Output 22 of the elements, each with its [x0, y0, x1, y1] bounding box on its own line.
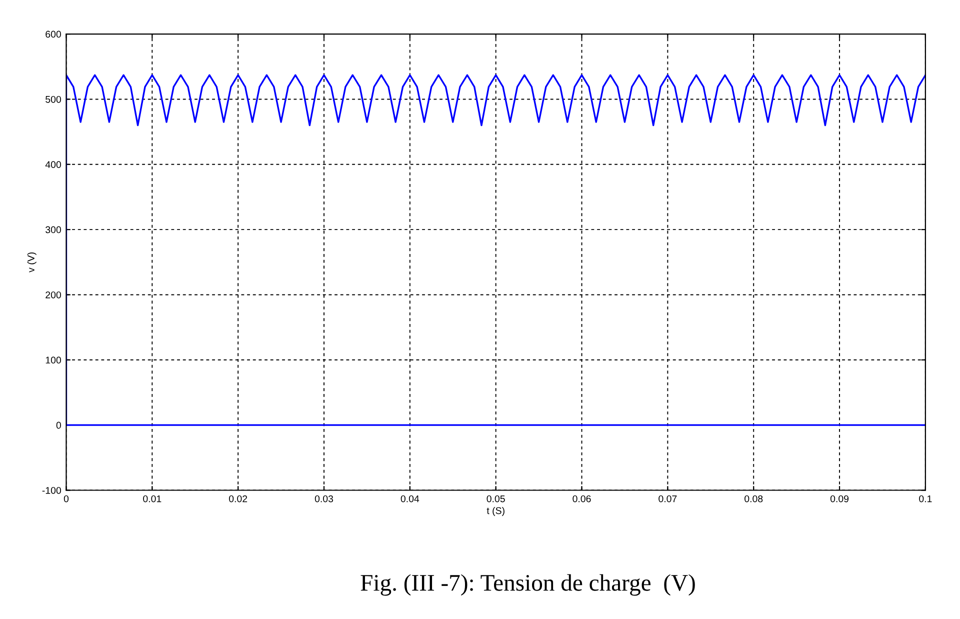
y-tick-label: 0	[56, 422, 61, 429]
y-tick-label: -100	[42, 486, 61, 494]
y-tick-label: 200	[46, 291, 61, 298]
x-tick-label: 0	[64, 495, 69, 502]
x-axis-title: t (S)	[486, 506, 504, 516]
y-axis-title: v (V)	[27, 252, 36, 272]
x-tick-label: 0.02	[229, 495, 248, 502]
x-tick-label: 0.04	[400, 495, 420, 502]
y-tick-label: 400	[45, 161, 61, 168]
x-tick-label: 0.09	[830, 495, 849, 502]
y-tick-label: 300	[46, 226, 61, 234]
x-tick-label: 0.1	[919, 495, 932, 502]
x-tick-label: 0.07	[658, 495, 677, 502]
x-tick-label: 0.01	[143, 495, 162, 502]
x-tick-label: 0.06	[572, 495, 591, 502]
x-tick-label: 0.05	[486, 495, 505, 502]
y-tick-label: 500	[46, 96, 61, 103]
text: Fig. (III -7): Tension de charge (V)	[360, 574, 695, 596]
y-tick-label: 100	[46, 356, 61, 364]
x-tick-label: 0.08	[744, 495, 763, 502]
x-tick-label: 0.03	[314, 495, 334, 502]
y-tick-label: 600	[46, 30, 61, 38]
